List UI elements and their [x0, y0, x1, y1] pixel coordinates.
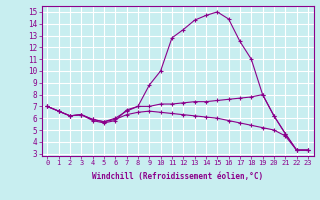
X-axis label: Windchill (Refroidissement éolien,°C): Windchill (Refroidissement éolien,°C): [92, 172, 263, 181]
